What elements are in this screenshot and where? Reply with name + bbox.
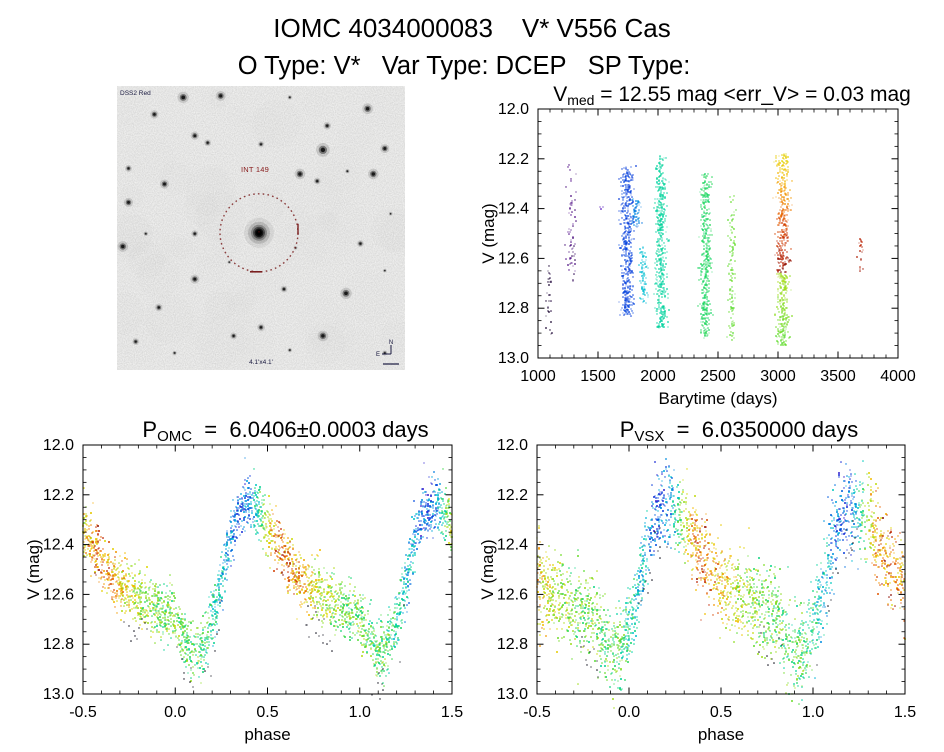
svg-text:3500: 3500 xyxy=(820,368,856,385)
svg-text:4000: 4000 xyxy=(880,368,916,385)
svg-text:13.0: 13.0 xyxy=(498,350,529,367)
svg-text:3000: 3000 xyxy=(760,368,796,385)
svg-text:V (mag): V (mag) xyxy=(479,203,498,263)
svg-text:N: N xyxy=(389,340,393,346)
svg-text:1500: 1500 xyxy=(580,368,616,385)
svg-text:2500: 2500 xyxy=(700,368,736,385)
svg-text:12.8: 12.8 xyxy=(498,300,529,317)
svg-text:12.6: 12.6 xyxy=(498,250,529,267)
svg-text:4.1'x4.1': 4.1'x4.1' xyxy=(249,359,273,366)
svg-text:12.0: 12.0 xyxy=(498,101,529,118)
svg-text:DSS2 Red: DSS2 Red xyxy=(120,90,151,97)
svg-text:E: E xyxy=(376,352,380,358)
svg-text:1000: 1000 xyxy=(520,368,556,385)
svg-text:INT 149: INT 149 xyxy=(241,165,269,174)
svg-text:12.2: 12.2 xyxy=(498,151,529,168)
svg-text:2000: 2000 xyxy=(640,368,676,385)
svg-text:Vmed = 12.55 mag <err_V> = 0.0: Vmed = 12.55 mag <err_V> = 0.03 mag xyxy=(553,83,911,108)
svg-text:IOMC 4034000083 V* V556 Cas: IOMC 4034000083 V* V556 Cas xyxy=(273,13,670,43)
svg-text:O Type: V* Var Type: DCEP: O Type: V* Var Type: DCEP SP Type: xyxy=(238,52,691,80)
svg-text:12.4: 12.4 xyxy=(498,201,529,218)
svg-text:Barytime (days): Barytime (days) xyxy=(658,389,777,408)
